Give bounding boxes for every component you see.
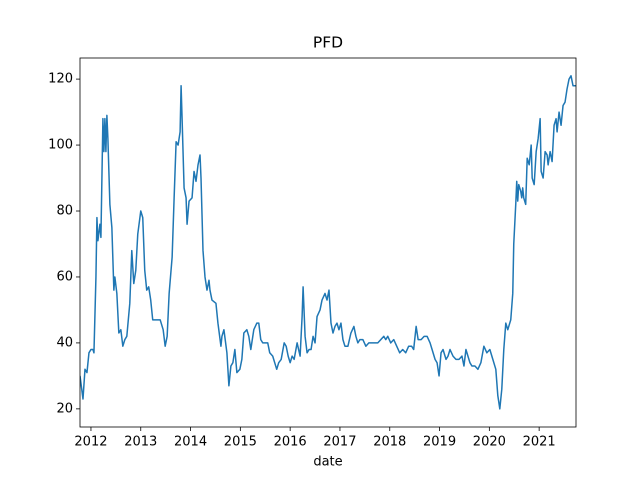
y-tick-label: 80 (56, 204, 73, 219)
chart-title: PFD (313, 34, 343, 52)
x-tick-label: 2015 (224, 435, 257, 450)
y-tick-label: 20 (56, 401, 73, 416)
x-tick-label: 2019 (423, 435, 456, 450)
data-line (80, 75, 576, 410)
x-tick-label: 2021 (523, 435, 556, 450)
y-tick-label: 60 (56, 269, 73, 284)
y-tick-label: 100 (48, 138, 73, 153)
x-tick-label: 2014 (174, 435, 207, 450)
y-tick-label: 40 (56, 335, 73, 350)
x-tick-label: 2012 (74, 435, 107, 450)
x-axis-label: date (313, 455, 342, 470)
x-tick-label: 2013 (124, 435, 157, 450)
x-tick-label: 2018 (373, 435, 406, 450)
x-tick-label: 2017 (323, 435, 356, 450)
x-tick-label: 2016 (274, 435, 307, 450)
x-tick-label: 2020 (473, 435, 506, 450)
y-tick-label: 120 (48, 72, 73, 87)
plot-frame (79, 57, 577, 428)
